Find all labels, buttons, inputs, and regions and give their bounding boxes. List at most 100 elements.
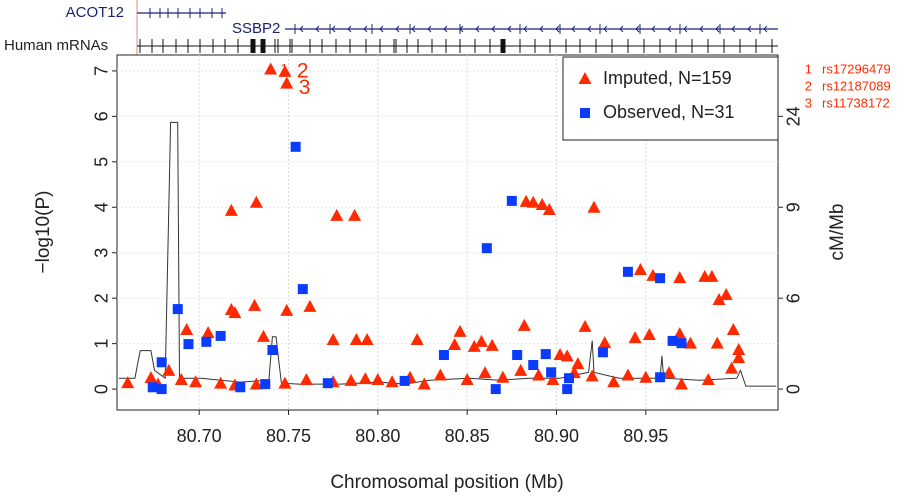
strand-arrow: [539, 25, 544, 33]
legend-label: Imputed, N=159: [603, 68, 732, 88]
y-tick-label: 5: [92, 157, 112, 167]
triangle-point: [628, 331, 642, 344]
strand-arrow: [763, 25, 768, 33]
triangle-point: [474, 334, 488, 347]
square-point: [322, 378, 333, 389]
track-decoration: [139, 8, 773, 53]
triangle-point: [598, 336, 612, 349]
triangle-point: [719, 288, 733, 300]
strand-arrow: [715, 25, 720, 33]
triangle-point: [264, 62, 278, 75]
annotation-key-label: rs11738172: [822, 95, 890, 110]
triangle-point: [201, 326, 215, 339]
annotation-key-number: 2: [805, 78, 812, 93]
square-point: [667, 335, 678, 346]
x-axis-title: Chromosomal position (Mb): [330, 472, 563, 493]
triangle-point: [517, 318, 531, 331]
triangle-point: [280, 303, 294, 316]
strand-arrow: [587, 25, 592, 33]
triangle-point: [578, 72, 592, 84]
square-point: [183, 339, 194, 350]
triangle-point: [214, 376, 228, 389]
square-point: [147, 382, 158, 393]
triangle-point: [705, 269, 719, 282]
strand-arrow: [507, 25, 512, 33]
y-tick-label: 6: [92, 111, 112, 121]
strand-arrow: [427, 25, 432, 33]
triangle-point: [712, 293, 726, 305]
square-point: [481, 243, 492, 254]
triangle-point: [675, 377, 689, 390]
triangle-point: [326, 333, 340, 345]
triangle-point: [662, 366, 676, 379]
square-point: [260, 379, 271, 390]
square-point: [235, 382, 246, 393]
triangle-point: [546, 373, 560, 385]
strand-arrow: [523, 25, 528, 33]
y2-tick-label: 6: [784, 293, 804, 303]
x-tick-label: 80.80: [355, 426, 400, 446]
strand-arrow: [331, 25, 336, 33]
square-point: [438, 350, 449, 360]
strand-arrow: [635, 25, 640, 33]
square-point: [215, 330, 226, 341]
strand-arrow: [299, 25, 304, 33]
square-point: [297, 284, 308, 295]
triangle-point: [278, 64, 292, 77]
square-point: [528, 360, 539, 370]
triangle-point: [478, 366, 492, 379]
square-point: [655, 273, 666, 284]
triangle-point: [633, 263, 647, 275]
triangle-point: [514, 363, 528, 376]
y-tick-label: 1: [92, 339, 112, 349]
triangle-point: [448, 338, 462, 350]
triangle-point: [732, 351, 746, 364]
triangle-point: [248, 298, 262, 311]
triangle-point: [417, 377, 431, 390]
y-tick-label: 7: [92, 66, 112, 76]
triangle-point: [144, 371, 158, 384]
square-point: [201, 336, 212, 347]
triangle-point: [732, 343, 746, 355]
triangle-point: [228, 306, 242, 319]
annotation-key-number: 1: [805, 61, 812, 76]
strand-arrow: [379, 25, 384, 33]
triangle-point: [453, 324, 467, 337]
track-label: Human mRNAs: [4, 37, 108, 54]
y2-tick-label: 0: [784, 384, 804, 394]
triangle-point: [360, 333, 374, 345]
triangle-point: [621, 368, 635, 381]
triangle-point: [249, 377, 263, 390]
legend-box: [562, 56, 779, 141]
y-axis-title: −log10(P): [33, 191, 54, 274]
square-point: [540, 349, 551, 360]
square-point: [562, 384, 573, 395]
strand-arrow: [555, 25, 560, 33]
y-tick-label: 4: [92, 202, 112, 212]
triangle-point: [162, 363, 176, 376]
triangle-point: [542, 203, 556, 215]
triangle-point: [371, 373, 385, 385]
strand-arrow: [411, 25, 416, 33]
annotation-number: 2: [297, 59, 309, 82]
triangle-point: [587, 200, 601, 213]
strand-arrow: [619, 25, 624, 33]
annotation-key-label: rs12187089: [822, 78, 891, 93]
annotation-number: 1: [281, 61, 288, 76]
triangle-point: [532, 368, 546, 381]
strand-arrow: [571, 25, 576, 33]
legend: [562, 56, 779, 141]
triangle-point: [410, 333, 424, 345]
triangle-point: [330, 208, 344, 221]
strand-arrow: [667, 25, 672, 33]
triangle-point: [639, 370, 653, 383]
triangle-point: [180, 323, 194, 335]
triangle-point: [607, 375, 621, 388]
triangle-point: [299, 373, 313, 385]
triangle-point: [578, 319, 592, 332]
triangle-point: [358, 372, 372, 385]
triangle-point: [280, 76, 294, 89]
strand-arrow: [443, 25, 448, 33]
triangle-point: [349, 333, 363, 345]
